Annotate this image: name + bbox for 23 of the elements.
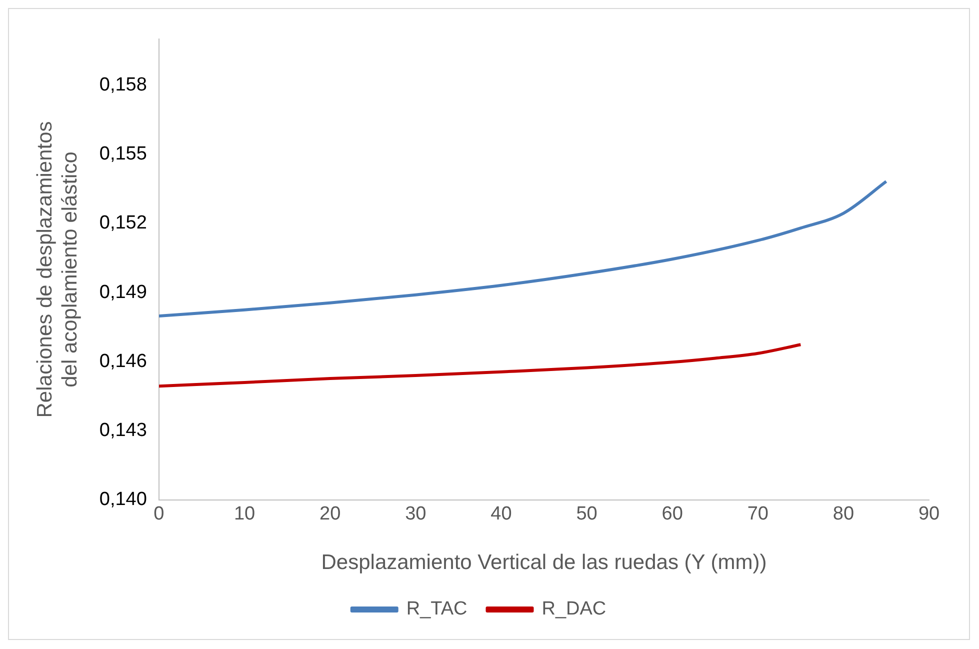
x-tick-label: 80	[832, 504, 854, 525]
line-series	[158, 180, 888, 318]
line-series	[158, 343, 802, 388]
y-tick-label: 0,152	[99, 212, 147, 234]
x-tick-label: 40	[490, 504, 512, 525]
x-axis-title: Desplazamiento Vertical de las ruedas (Y (mm))	[321, 551, 767, 574]
y-axis-title: Relaciones de desplazamientos del acoplamiento elástico	[33, 121, 82, 418]
y-tick-label: 0,158	[99, 74, 147, 96]
y-tick-label: 0,146	[99, 350, 147, 372]
x-tick-label: 20	[320, 504, 341, 525]
y-tick-label: 0,140	[99, 489, 147, 510]
x-tick-label: 60	[662, 504, 683, 525]
y-tick-label: 0,149	[99, 282, 147, 303]
y-tick-label: 0,143	[99, 420, 147, 442]
y-tick-label: 0,155	[99, 143, 147, 164]
legend-label: R_TAC	[406, 598, 468, 620]
legend-label: R_DAC	[542, 598, 606, 620]
x-tick-label: 0	[154, 504, 164, 525]
x-tick-label: 30	[405, 504, 426, 525]
x-tick-label: 50	[576, 504, 598, 525]
x-tick-label: 10	[234, 504, 256, 525]
x-tick-label: 90	[918, 504, 940, 525]
x-tick-label: 70	[747, 504, 768, 525]
